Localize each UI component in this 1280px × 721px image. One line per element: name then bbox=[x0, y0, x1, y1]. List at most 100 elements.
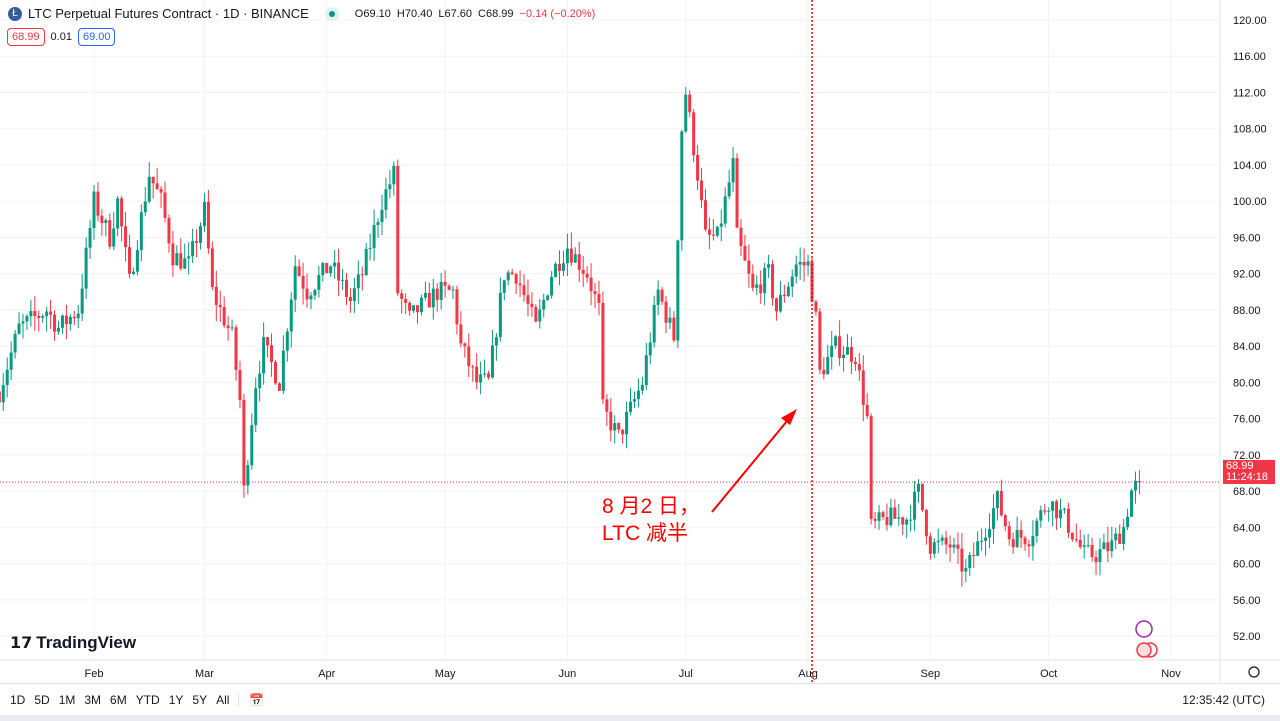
range-5y[interactable]: 5Y bbox=[192, 692, 208, 707]
sell-price-button[interactable]: 68.99 bbox=[7, 28, 45, 46]
candle-body bbox=[128, 247, 132, 274]
candle-body bbox=[522, 285, 526, 296]
candle-body bbox=[60, 315, 64, 328]
candle-body bbox=[435, 288, 439, 300]
candle-body bbox=[960, 548, 964, 572]
candle-body bbox=[546, 295, 550, 300]
candle-body bbox=[948, 544, 952, 548]
candle-body bbox=[542, 299, 546, 310]
brand-name: TradingView bbox=[36, 633, 137, 652]
candle-body bbox=[45, 311, 49, 317]
candle-body bbox=[703, 200, 707, 230]
candle-body bbox=[408, 302, 412, 311]
candle-body bbox=[108, 220, 112, 247]
candle-body bbox=[913, 491, 917, 520]
candle-body bbox=[230, 327, 234, 329]
candle-body bbox=[183, 258, 187, 269]
price-tick: 68.00 bbox=[1233, 486, 1261, 498]
candle-body bbox=[88, 228, 92, 248]
candle-body bbox=[976, 541, 980, 556]
range-5d[interactable]: 5D bbox=[34, 692, 50, 707]
candle-body bbox=[881, 512, 885, 518]
candle-body bbox=[1066, 508, 1070, 533]
tradingview-logo[interactable]: 𝟭𝟳 TradingView bbox=[10, 633, 136, 653]
candle-body bbox=[206, 201, 210, 249]
time-tick: Jun bbox=[559, 668, 577, 680]
range-1y[interactable]: 1Y bbox=[168, 692, 184, 707]
candle-body bbox=[37, 316, 41, 318]
price-tick: 92.00 bbox=[1233, 269, 1261, 281]
candle-body bbox=[218, 304, 222, 308]
candle-body bbox=[786, 286, 790, 297]
ohlc-close: C68.99 bbox=[478, 7, 514, 20]
time-tick: Aug bbox=[798, 668, 818, 680]
candle-body bbox=[13, 333, 17, 353]
candle-body bbox=[372, 225, 376, 249]
candle-body bbox=[388, 184, 392, 190]
candle-body bbox=[972, 555, 976, 557]
candle-body bbox=[826, 357, 830, 375]
price-tick: 96.00 bbox=[1233, 232, 1261, 244]
range-6m[interactable]: 6M bbox=[110, 692, 127, 707]
candle-body bbox=[1126, 516, 1130, 528]
candle-body bbox=[672, 317, 676, 341]
range-1d[interactable]: 1D bbox=[10, 692, 26, 707]
candle-body bbox=[581, 269, 585, 274]
ohlc-open: O69.10 bbox=[354, 7, 391, 20]
arrow-head-icon bbox=[781, 409, 797, 425]
candle-body bbox=[187, 256, 191, 259]
range-ytd[interactable]: YTD bbox=[135, 692, 160, 707]
buy-price-button[interactable]: 69.00 bbox=[77, 28, 116, 46]
candle-body bbox=[901, 517, 905, 525]
candle-body bbox=[609, 411, 613, 431]
candle-body bbox=[1114, 533, 1118, 541]
candle-body bbox=[226, 325, 230, 329]
candle-body bbox=[1118, 533, 1122, 544]
candle-body bbox=[980, 540, 984, 542]
candle-body bbox=[534, 307, 538, 322]
candle-body bbox=[621, 429, 625, 435]
candle-body bbox=[869, 416, 873, 519]
candle-body bbox=[53, 314, 57, 332]
price-tick: 56.00 bbox=[1233, 595, 1261, 607]
symbol-title[interactable]: LTC Perpetual Futures Contract · 1D · BI… bbox=[28, 6, 309, 21]
candle-body bbox=[301, 275, 305, 289]
time-tick: Apr bbox=[318, 668, 335, 680]
current-price: 68.99 bbox=[1226, 460, 1254, 472]
candle-body bbox=[175, 253, 179, 266]
candle-body bbox=[451, 289, 455, 291]
candle-body bbox=[735, 158, 739, 228]
candle-body bbox=[21, 321, 25, 324]
candle-body bbox=[774, 298, 778, 312]
candle-body bbox=[893, 507, 897, 519]
candle-body bbox=[419, 297, 423, 313]
range-3m[interactable]: 3M bbox=[84, 692, 102, 707]
candle-body bbox=[629, 401, 633, 412]
candle-body bbox=[818, 311, 822, 370]
range-1m[interactable]: 1M bbox=[58, 692, 76, 707]
candle-body bbox=[550, 276, 554, 296]
candle-body bbox=[25, 316, 29, 322]
candle-body bbox=[423, 292, 427, 298]
candle-body bbox=[104, 220, 108, 224]
candle-body bbox=[676, 240, 680, 341]
candle-body bbox=[348, 296, 352, 301]
range-all[interactable]: All bbox=[216, 692, 230, 707]
candlestick-chart[interactable]: 52.00 56.00 60.00 64.00 68.00 72.00 76.00 80.00… bbox=[0, 0, 1280, 683]
calendar-icon[interactable]: 📅 bbox=[238, 692, 264, 707]
candle-body bbox=[285, 331, 289, 351]
price-tick: 116.00 bbox=[1233, 51, 1266, 63]
candle-body bbox=[565, 248, 569, 264]
price-tick: 80.00 bbox=[1233, 377, 1261, 389]
candle-body bbox=[147, 176, 151, 202]
candle-body bbox=[479, 374, 483, 383]
candle-body bbox=[344, 279, 348, 297]
candle-body bbox=[471, 366, 475, 368]
candle-body bbox=[845, 347, 849, 355]
candle-body bbox=[573, 254, 577, 263]
candle-body bbox=[909, 519, 913, 521]
candle-body bbox=[877, 512, 881, 521]
halving-annotation: 8 月2 日， LTC 减半 bbox=[602, 493, 700, 547]
candle-body bbox=[380, 209, 384, 223]
clock[interactable]: 12:35:42 (UTC) bbox=[1182, 692, 1265, 707]
